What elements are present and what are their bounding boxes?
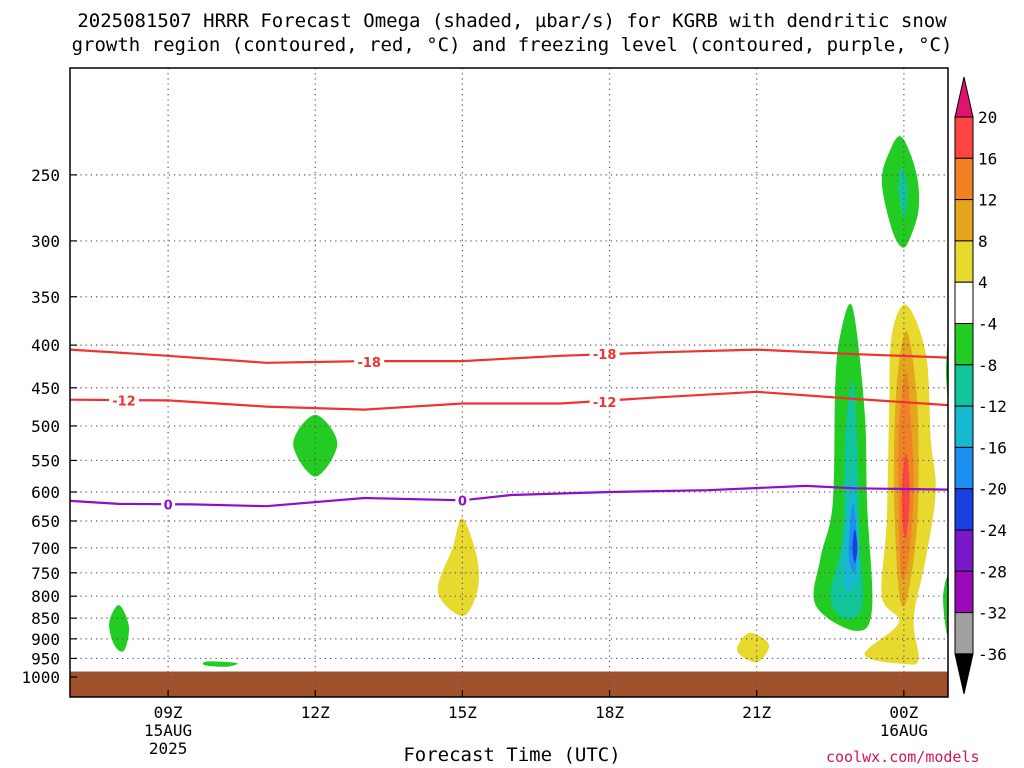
colorbar-label: -4 [978, 315, 997, 334]
colorbar-bottom-triangle [954, 653, 974, 695]
x-tick-label: 12Z [301, 703, 330, 722]
omega-region-14 [109, 605, 130, 652]
colorbar-label: -32 [978, 604, 1007, 623]
x-tick-label: 21Z [742, 703, 771, 722]
y-tick-label: 300 [31, 232, 60, 251]
x-tick-label: 16AUG [880, 721, 928, 740]
colorbar-label: 20 [978, 108, 997, 127]
chart-title-line-2: growth region (contoured, red, °C) and f… [71, 34, 953, 56]
x-tick-label: 15AUG [144, 721, 192, 740]
x-tick-label: 15Z [448, 703, 477, 722]
colorbar-label: -36 [978, 645, 1007, 664]
temperature-contours: -18 -18 -12 -12 0 0 [70, 346, 948, 513]
y-tick-label: 800 [31, 587, 60, 606]
contour-label: -18 [593, 348, 617, 363]
contour-label: -12 [593, 396, 617, 411]
contour-line-0 [70, 484, 948, 508]
omega-region-15 [202, 661, 238, 667]
y-axis-ticks: 250 300 350 400 450 500 550 600 650 700 750 800 850 9… [21, 166, 77, 687]
x-axis-label: Forecast Time (UTC) [403, 744, 621, 766]
colorbar-label: -8 [978, 356, 997, 375]
colorbar-label: -16 [978, 438, 1007, 457]
contour-line-m18 [70, 348, 948, 364]
plot-border [69, 67, 949, 698]
colorbar-swatch [954, 570, 974, 614]
colorbar-swatch [954, 157, 974, 201]
colorbar-label: 12 [978, 191, 997, 210]
y-tick-label: 250 [31, 166, 60, 185]
contour-label-bg [161, 496, 176, 512]
y-tick-label: 700 [31, 539, 60, 558]
y-tick-label: 850 [31, 609, 60, 628]
colorbar-top-triangle [954, 76, 974, 118]
colorbar-label: -12 [978, 397, 1007, 416]
colorbar-label: 16 [978, 149, 997, 168]
y-tick-label: 950 [31, 649, 60, 668]
contour-label: 0 [458, 494, 467, 509]
contour-label-bg [589, 393, 620, 409]
contour-label-bg [354, 353, 385, 369]
colorbar-swatch [954, 612, 974, 655]
omega-region-16 [943, 576, 948, 635]
colorbar-swatch [954, 240, 974, 283]
y-tick-label: 600 [31, 483, 60, 502]
x-tick-label: 18Z [595, 703, 624, 722]
colorbar-swatch [954, 405, 974, 448]
x-tick-label: 2025 [149, 739, 188, 758]
colorbar-label: 4 [978, 273, 988, 292]
contour-label-bg [108, 392, 139, 408]
y-tick-label: 1000 [21, 668, 60, 687]
colorbar-swatch [954, 488, 974, 531]
x-tick-label: 00Z [889, 703, 918, 722]
contour-label-bg [455, 492, 470, 508]
colorbar: 20 16 12 8 4 -4 -8 -12 -16 -20 -24 -28 -32 -36 [954, 76, 1007, 695]
colorbar-label: -28 [978, 562, 1007, 581]
surface-band-rect [70, 671, 948, 697]
omega-region-5 [901, 453, 910, 539]
contour-line-m12 [70, 390, 948, 411]
omega-region-10 [852, 529, 858, 563]
colorbar-swatch [954, 199, 974, 242]
omega-region-13 [736, 632, 770, 663]
surface-band [70, 671, 948, 697]
chart-title-line-1: 2025081507 HRRR Forecast Omega (shaded, … [77, 10, 947, 32]
colorbar-swatch [954, 529, 974, 572]
contour-label: -12 [112, 394, 136, 409]
colorbar-label: 8 [978, 232, 988, 251]
y-tick-label: 550 [31, 451, 60, 470]
contour-label-bg [589, 346, 620, 362]
y-tick-label: 400 [31, 336, 60, 355]
colorbar-swatch [954, 323, 974, 366]
y-tick-label: 450 [31, 379, 60, 398]
y-tick-label: 350 [31, 288, 60, 307]
omega-region-1 [898, 167, 908, 219]
grid-lines [70, 68, 948, 697]
contour-label: 0 [164, 498, 173, 513]
colorbar-swatch [954, 364, 974, 407]
credit-text: coolwx.com/models [826, 748, 980, 766]
colorbar-label: -24 [978, 521, 1007, 540]
colorbar-swatch [954, 446, 974, 490]
y-tick-label: 500 [31, 417, 60, 436]
plot-frame [69, 67, 949, 698]
y-tick-label: 750 [31, 564, 60, 583]
contour-label: -18 [357, 356, 381, 371]
colorbar-label: -20 [978, 480, 1007, 499]
omega-shading [109, 136, 948, 667]
x-tick-label: 09Z [154, 703, 183, 722]
colorbar-swatch [954, 281, 974, 325]
y-tick-label: 650 [31, 512, 60, 531]
omega-region-11 [293, 414, 338, 477]
colorbar-swatch [954, 116, 974, 159]
omega-region-12 [437, 518, 479, 616]
y-tick-label: 900 [31, 630, 60, 649]
